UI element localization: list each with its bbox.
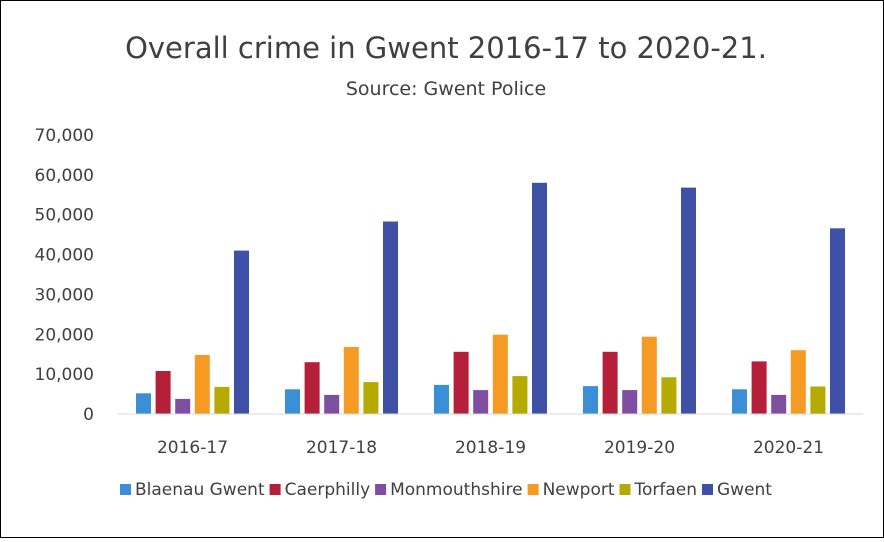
legend-swatch-gwent (702, 484, 713, 495)
bar-gwent-2016-17 (234, 250, 249, 414)
y-tick-label: 50,000 (35, 206, 94, 226)
x-axis: 2016-17 2017-18 2018-19 2019-20 2020-21 (157, 438, 824, 458)
bar-torfaen-2018-19 (512, 376, 528, 414)
bar-monmouthshire-2017-18 (324, 394, 340, 414)
x-tick-label: 2016-17 (157, 438, 228, 458)
bar-gwent-2018-19 (532, 182, 547, 414)
legend-label-torfaen: Torfaen (634, 480, 698, 500)
y-tick-label: 0 (83, 405, 94, 425)
bar-caerphilly-2019-20 (602, 351, 618, 414)
y-tick-label: 10,000 (35, 365, 94, 385)
bar-torfaen-2017-18 (363, 382, 379, 414)
bar-monmouthshire-2016-17 (175, 398, 191, 414)
x-tick-label: 2020-21 (753, 438, 824, 458)
bar-newport-2019-20 (641, 336, 657, 414)
legend-swatch-blaenau-gwent (120, 484, 131, 495)
y-tick-label: 20,000 (35, 325, 94, 345)
chart-title: Overall crime in Gwent 2016-17 to 2020-2… (125, 31, 767, 65)
bar-gwent-2017-18 (383, 221, 398, 414)
bar-torfaen-2016-17 (214, 386, 230, 414)
y-tick-label: 40,000 (35, 246, 94, 266)
bar-caerphilly-2020-21 (751, 361, 767, 414)
x-tick-label: 2018-19 (455, 438, 526, 458)
bar-caerphilly-2018-19 (453, 351, 469, 414)
legend-swatch-monmouthshire (375, 484, 387, 495)
bar-blaenau-gwent-2018-19 (434, 384, 449, 414)
y-axis: 0 10,000 20,000 30,000 40,000 50,000 60,000 70,… (35, 126, 94, 425)
x-tick-label: 2017-18 (306, 438, 377, 458)
bars (136, 182, 845, 414)
bar-monmouthshire-2020-21 (771, 394, 787, 414)
y-tick-label: 70,000 (35, 126, 94, 146)
y-tick-label: 60,000 (35, 166, 94, 186)
bar-gwent-2019-20 (681, 187, 696, 414)
legend-swatch-caerphilly (269, 484, 281, 495)
legend-swatch-torfaen (619, 484, 631, 495)
bar-caerphilly-2016-17 (155, 371, 171, 414)
bar-caerphilly-2017-18 (304, 362, 320, 414)
legend-label-gwent: Gwent (717, 480, 772, 500)
legend-label-blaenau-gwent: Blaenau Gwent (135, 480, 265, 500)
legend: Blaenau Gwent Caerphilly Monmouthshire Newp… (120, 480, 772, 500)
bar-torfaen-2020-21 (810, 386, 826, 414)
bar-monmouthshire-2019-20 (622, 390, 638, 414)
legend-label-newport: Newport (543, 480, 615, 500)
bar-newport-2020-21 (790, 350, 806, 414)
bar-blaenau-gwent-2017-18 (285, 389, 300, 414)
bar-newport-2017-18 (343, 347, 359, 414)
chart-subtitle: Source: Gwent Police (346, 78, 546, 100)
bar-newport-2018-19 (492, 334, 508, 414)
legend-swatch-newport (527, 484, 539, 495)
bar-blaenau-gwent-2020-21 (732, 389, 747, 414)
bar-torfaen-2019-20 (661, 377, 677, 414)
x-tick-label: 2019-20 (604, 438, 675, 458)
legend-label-caerphilly: Caerphilly (285, 480, 371, 500)
bar-blaenau-gwent-2016-17 (136, 393, 151, 414)
bar-monmouthshire-2018-19 (473, 390, 489, 414)
y-tick-label: 30,000 (35, 285, 94, 305)
bar-gwent-2020-21 (830, 228, 845, 414)
bar-blaenau-gwent-2019-20 (583, 386, 598, 414)
legend-label-monmouthshire: Monmouthshire (390, 480, 522, 500)
bar-newport-2016-17 (194, 355, 210, 414)
